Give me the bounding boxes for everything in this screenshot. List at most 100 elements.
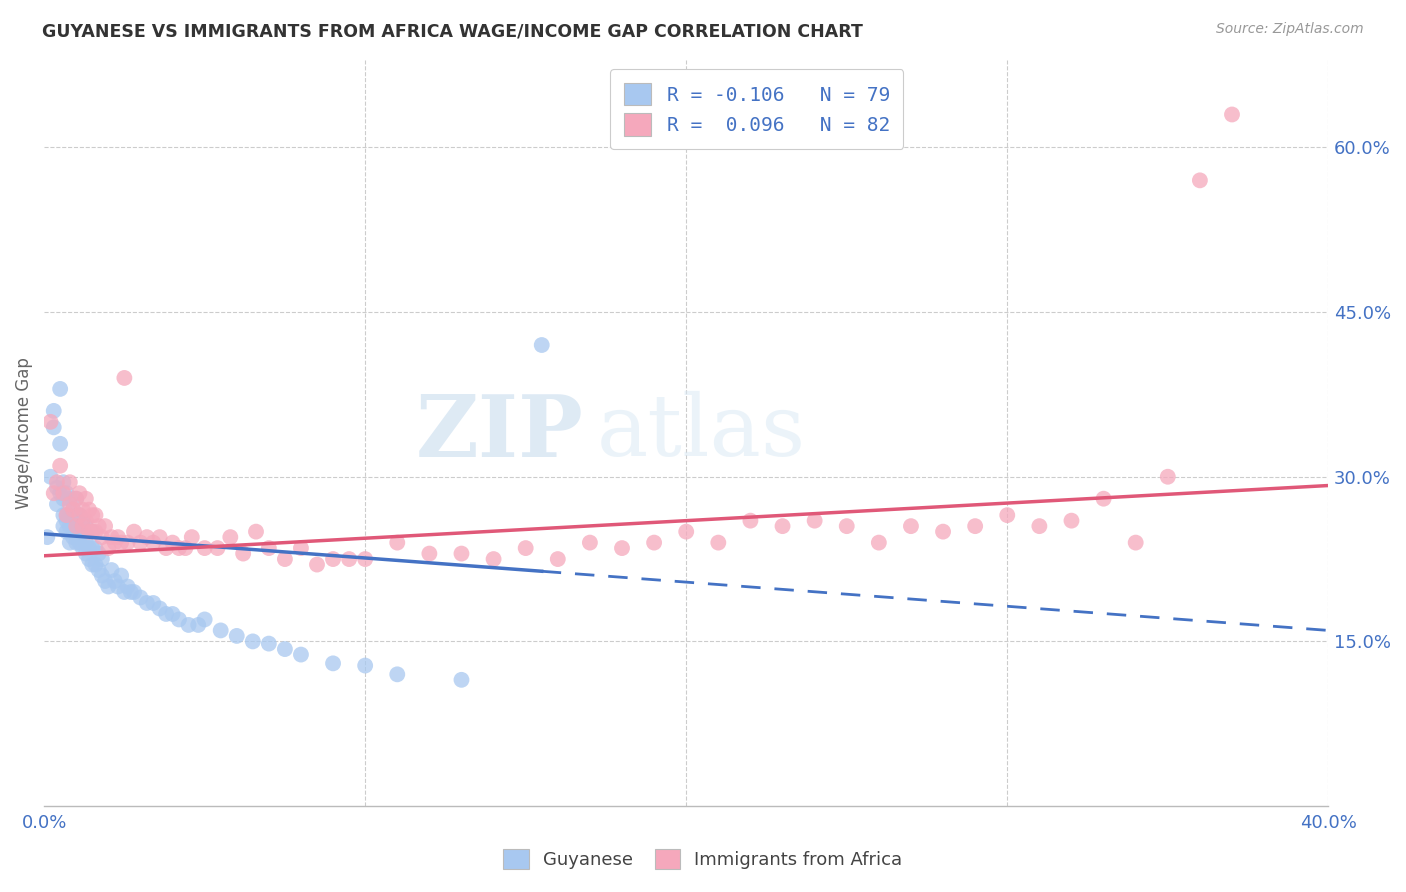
Legend: Guyanese, Immigrants from Africa: Guyanese, Immigrants from Africa xyxy=(495,839,911,879)
Point xyxy=(932,524,955,539)
Text: GUYANESE VS IMMIGRANTS FROM AFRICA WAGE/INCOME GAP CORRELATION CHART: GUYANESE VS IMMIGRANTS FROM AFRICA WAGE/… xyxy=(42,22,863,40)
Point xyxy=(75,514,97,528)
Point xyxy=(354,658,377,673)
Point xyxy=(117,535,139,549)
Point xyxy=(129,591,152,605)
Point xyxy=(194,612,217,626)
Point xyxy=(49,486,72,500)
Point xyxy=(707,535,730,549)
Point xyxy=(67,508,90,523)
Point xyxy=(87,519,110,533)
Point xyxy=(52,486,75,500)
Point xyxy=(772,519,794,533)
Point xyxy=(87,563,110,577)
Point xyxy=(142,535,165,549)
Point xyxy=(62,502,84,516)
Point xyxy=(77,524,100,539)
Point xyxy=(450,547,472,561)
Point xyxy=(387,535,409,549)
Point xyxy=(52,508,75,523)
Point xyxy=(610,541,633,555)
Point xyxy=(52,519,75,533)
Point xyxy=(112,585,135,599)
Point xyxy=(835,519,858,533)
Point xyxy=(337,552,360,566)
Point xyxy=(67,524,90,539)
Point xyxy=(257,637,280,651)
Point xyxy=(42,404,65,418)
Point xyxy=(149,601,172,615)
Point xyxy=(37,530,59,544)
Point xyxy=(90,530,112,544)
Point xyxy=(290,648,312,662)
Point xyxy=(72,502,94,516)
Point xyxy=(1220,107,1243,121)
Point xyxy=(740,514,762,528)
Point xyxy=(450,673,472,687)
Point xyxy=(194,541,217,555)
Point xyxy=(675,524,697,539)
Point xyxy=(515,541,537,555)
Point xyxy=(46,497,69,511)
Point xyxy=(530,338,553,352)
Point xyxy=(59,491,82,506)
Point xyxy=(274,552,297,566)
Point xyxy=(122,585,145,599)
Point xyxy=(84,541,107,555)
Point xyxy=(84,558,107,572)
Point xyxy=(82,524,104,539)
Point xyxy=(643,535,665,549)
Point xyxy=(59,535,82,549)
Point xyxy=(547,552,569,566)
Point xyxy=(75,535,97,549)
Point xyxy=(257,541,280,555)
Point xyxy=(55,508,77,523)
Point xyxy=(110,568,132,582)
Point xyxy=(120,585,142,599)
Point xyxy=(1188,173,1211,187)
Point xyxy=(107,530,129,544)
Point xyxy=(65,491,87,506)
Point xyxy=(97,580,120,594)
Point xyxy=(142,596,165,610)
Point xyxy=(104,574,127,588)
Point xyxy=(77,541,100,555)
Point xyxy=(55,514,77,528)
Point xyxy=(387,667,409,681)
Point xyxy=(42,420,65,434)
Point xyxy=(75,491,97,506)
Point xyxy=(94,519,117,533)
Point xyxy=(1028,519,1050,533)
Point xyxy=(305,558,328,572)
Point xyxy=(59,497,82,511)
Point xyxy=(129,535,152,549)
Point xyxy=(82,558,104,572)
Point xyxy=(167,541,190,555)
Point xyxy=(177,618,200,632)
Point xyxy=(579,535,602,549)
Point xyxy=(122,524,145,539)
Point xyxy=(180,530,202,544)
Point xyxy=(1157,469,1180,483)
Point xyxy=(1092,491,1115,506)
Point xyxy=(100,563,122,577)
Point xyxy=(174,541,197,555)
Text: ZIP: ZIP xyxy=(416,391,583,475)
Point xyxy=(77,502,100,516)
Point xyxy=(155,607,177,621)
Point xyxy=(110,535,132,549)
Point xyxy=(225,629,247,643)
Point xyxy=(52,475,75,490)
Point xyxy=(149,530,172,544)
Point xyxy=(59,475,82,490)
Point xyxy=(72,519,94,533)
Point xyxy=(87,547,110,561)
Point xyxy=(55,508,77,523)
Point xyxy=(62,502,84,516)
Point xyxy=(242,634,264,648)
Point xyxy=(354,552,377,566)
Point xyxy=(104,535,127,549)
Point xyxy=(52,491,75,506)
Point xyxy=(46,481,69,495)
Legend: R = -0.106   N = 79, R =  0.096   N = 82: R = -0.106 N = 79, R = 0.096 N = 82 xyxy=(610,70,904,149)
